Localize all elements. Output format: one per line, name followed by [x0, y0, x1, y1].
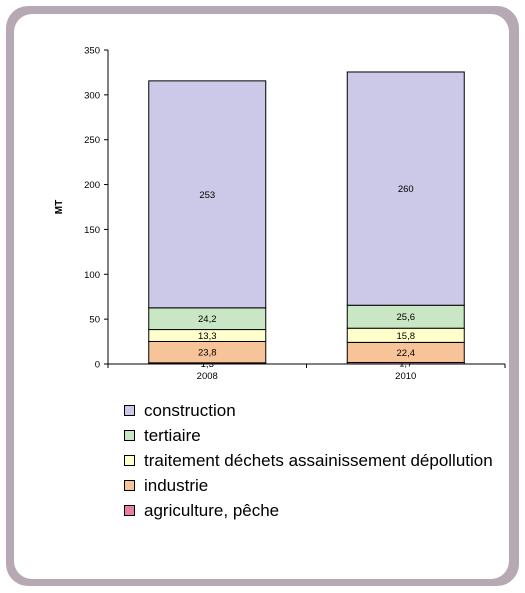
data-label: 13,3	[198, 331, 217, 342]
data-label: 23,8	[198, 348, 217, 359]
y-axis-title: MT	[54, 200, 65, 214]
legend-swatch	[124, 505, 135, 516]
legend-label: tertiaire	[144, 426, 201, 445]
data-label: 253	[199, 190, 215, 201]
legend-swatch	[124, 480, 135, 491]
y-tick-label: 100	[84, 270, 100, 281]
legend-item: industrie	[124, 475, 504, 497]
bar-segment	[148, 80, 267, 309]
y-tick-label: 350	[84, 46, 100, 57]
legend-swatch	[124, 405, 135, 416]
data-label: 15,8	[397, 331, 416, 342]
data-label: 1,7	[399, 359, 412, 370]
data-label: 24,2	[198, 314, 217, 325]
y-tick-label: 300	[84, 90, 100, 101]
data-label: 25,6	[397, 312, 416, 323]
legend-label: construction	[144, 401, 236, 420]
y-tick-label: 250	[84, 135, 100, 146]
bar-segment	[346, 71, 465, 306]
legend-label: industrie	[144, 476, 209, 495]
legend-item: construction	[124, 400, 504, 422]
y-tick-label: 0	[95, 360, 100, 371]
y-tick-label: 150	[84, 225, 100, 236]
legend-label: traitement déchets assainissement dépoll…	[144, 451, 493, 470]
x-tick-label: 2010	[395, 371, 416, 382]
legend-item: tertiaire	[124, 425, 504, 447]
y-tick-label: 50	[89, 315, 100, 326]
data-label: 22,4	[397, 348, 416, 359]
legend-label: agriculture, pêche	[144, 501, 280, 520]
chart-legend: construction tertiaire traitement déchets …	[124, 400, 504, 525]
x-tick-label: 2008	[197, 371, 218, 382]
legend-item: traitement déchets assainissement dépoll…	[124, 450, 504, 472]
legend-item: agriculture, pêche	[124, 500, 504, 522]
data-label: 1,3	[201, 359, 214, 370]
legend-swatch	[124, 430, 135, 441]
y-tick-label: 200	[84, 180, 100, 191]
legend-swatch	[124, 455, 135, 466]
data-label: 260	[398, 184, 414, 195]
